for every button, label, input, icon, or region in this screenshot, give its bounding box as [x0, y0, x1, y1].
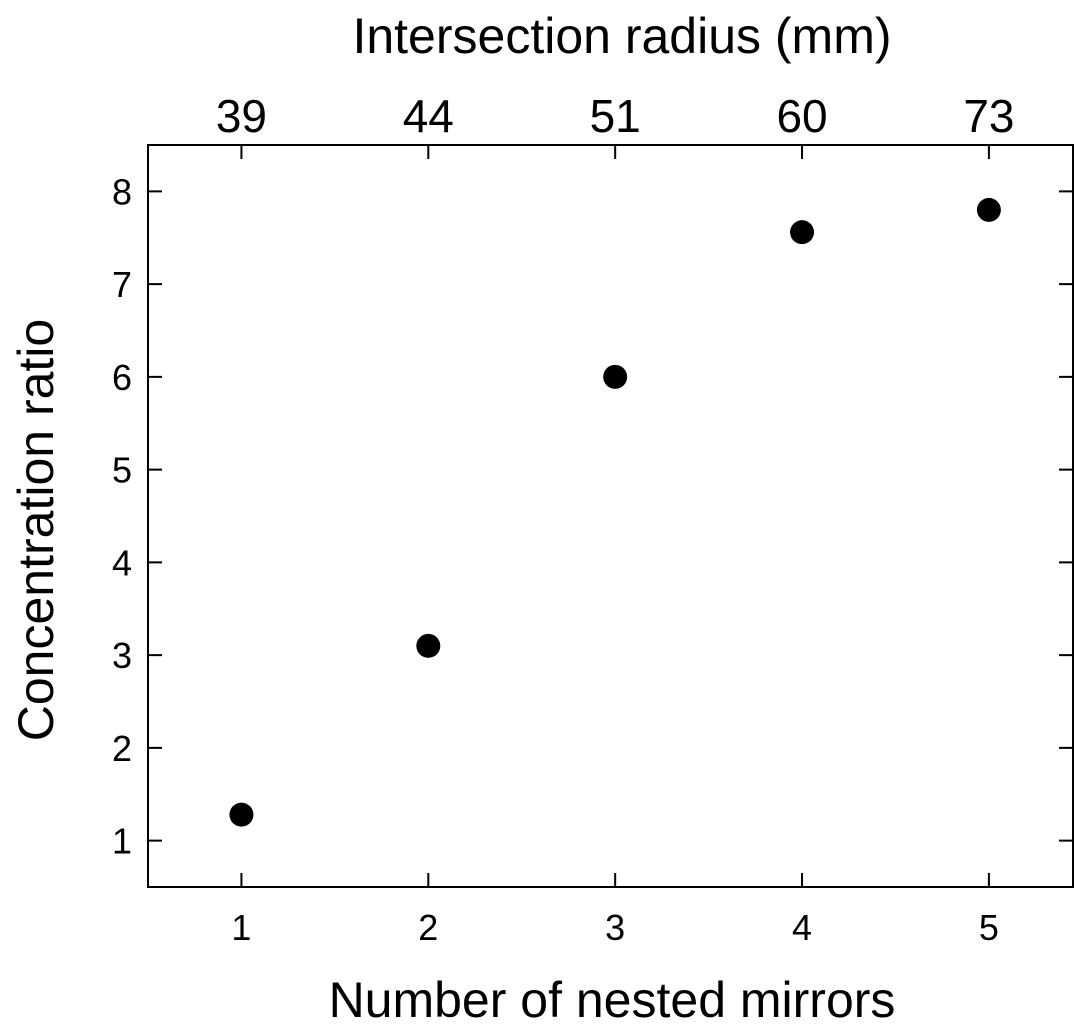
data-point: [603, 364, 628, 389]
data-point: [976, 197, 1001, 222]
y-tick-label: 2: [112, 728, 132, 769]
x2-tick-label: 51: [590, 90, 641, 142]
y-tick-label: 8: [112, 171, 132, 212]
data-points: [229, 197, 1001, 827]
x2-tick-label: 39: [216, 90, 267, 142]
x-tick-label: 2: [418, 907, 438, 948]
x-tick-label: 4: [792, 907, 812, 948]
y-tick-label: 6: [112, 357, 132, 398]
plot-border: [147, 144, 1074, 888]
x-axis-title: Number of nested mirrors: [329, 972, 896, 1026]
x2-axis-title: Intersection radius (mm): [352, 8, 891, 64]
x-tick-label: 5: [979, 907, 999, 948]
data-point: [229, 802, 254, 827]
x-tick-label: 1: [231, 907, 251, 948]
tick-marks: [148, 145, 1073, 887]
tick-labels: 1 39 2 44 3 51 4 60 5 73 1 2 3 4 5 6 7 8: [112, 90, 1015, 948]
y-tick-label: 5: [112, 450, 132, 491]
x2-tick-label: 60: [776, 90, 827, 142]
data-point: [416, 633, 441, 658]
x2-tick-label: 73: [963, 90, 1014, 142]
y-tick-label: 1: [112, 821, 132, 862]
y-axis-title: Concentration ratio: [8, 319, 64, 741]
y-tick-label: 4: [112, 542, 132, 583]
y-tick-label: 7: [112, 264, 132, 305]
plot-frame: [147, 144, 1074, 888]
x-tick-label: 3: [605, 907, 625, 948]
data-point: [790, 220, 815, 245]
x2-tick-label: 44: [403, 90, 454, 142]
y-tick-label: 3: [112, 635, 132, 676]
